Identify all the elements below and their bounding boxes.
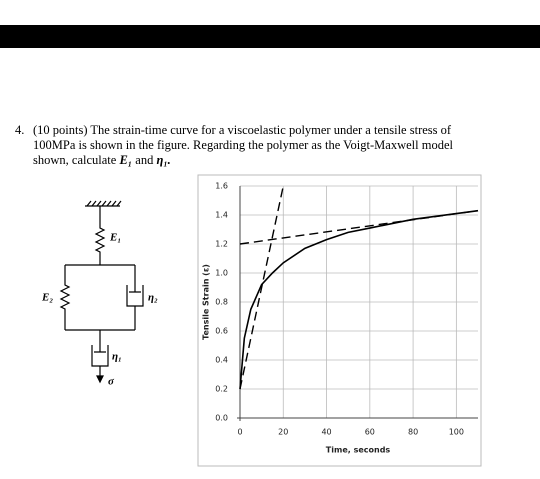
y-tick-label: 1.0 <box>215 269 228 278</box>
diagram-label: η₂ <box>148 292 158 304</box>
y-tick-label: 0.2 <box>215 385 228 394</box>
y-tick-label: 1.2 <box>215 240 228 249</box>
x-tick-label: 40 <box>321 428 331 437</box>
curve <box>239 209 479 390</box>
diagram-label: η₁ <box>112 351 122 363</box>
x-tick-label: 80 <box>408 428 418 437</box>
y-tick-label: 0.8 <box>215 298 228 307</box>
y-tick-label: 1.6 <box>215 182 228 191</box>
header-bar <box>0 25 540 48</box>
x-tick-label: 20 <box>278 428 288 437</box>
x-axis-label: Time, seconds <box>326 446 391 455</box>
x-tick-label: 0 <box>237 428 242 437</box>
x-tick-label: 100 <box>449 428 464 437</box>
question-number: 4. <box>15 123 24 137</box>
question-line: shown, calculate E₁ and η₁. <box>33 153 171 167</box>
question-line: (10 points) The strain-time curve for a … <box>33 123 452 137</box>
diagram-label: σ <box>108 376 115 388</box>
target: η₁. <box>156 153 170 167</box>
model-diagram <box>59 200 144 384</box>
y-axis-label: Tensile Strain (ε) <box>202 264 211 340</box>
question-text: and <box>135 153 154 167</box>
x-tick-label: 60 <box>365 428 375 437</box>
dashed-line <box>239 185 284 390</box>
diagram-label: E₁ <box>109 232 121 244</box>
diagram-label: E₂ <box>41 292 53 304</box>
dashed-line <box>239 209 479 245</box>
question-line: 100MPa is shown in the figure. Regarding… <box>33 138 453 152</box>
y-tick-label: 0.0 <box>215 414 228 423</box>
chart-frame <box>197 174 482 467</box>
target: E₁ <box>118 153 132 167</box>
question-text: shown, calculate <box>33 153 117 167</box>
y-tick-label: 0.4 <box>215 356 228 365</box>
y-tick-label: 1.4 <box>215 211 228 220</box>
y-tick-label: 0.6 <box>215 327 228 336</box>
